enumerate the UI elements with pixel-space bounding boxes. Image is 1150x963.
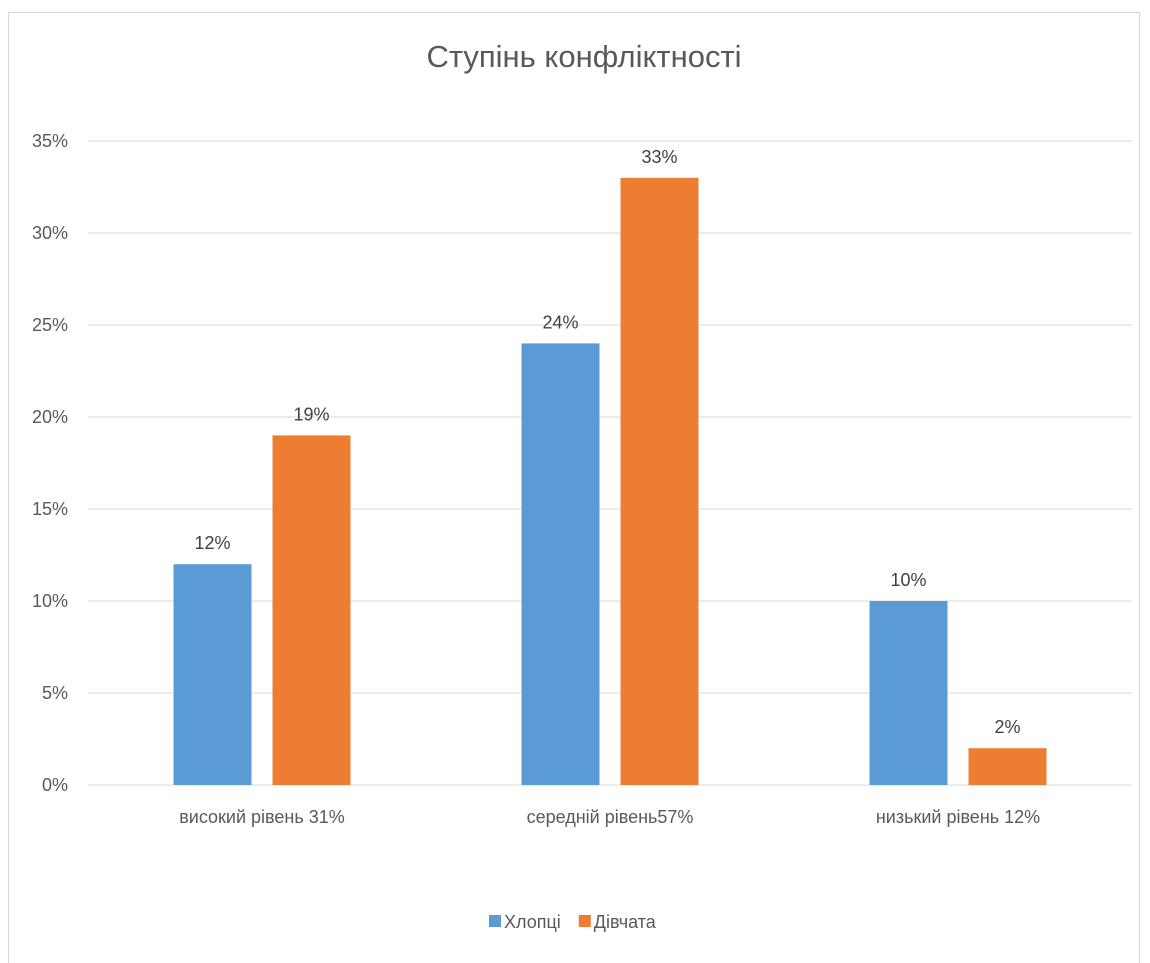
y-tick-label: 10% (32, 591, 68, 611)
bar (620, 177, 699, 786)
bar (869, 601, 948, 785)
y-tick-label: 25% (32, 315, 68, 335)
bar (272, 435, 351, 785)
legend: Хлопці Дівчата (489, 912, 657, 932)
legend-label: Хлопці (504, 912, 561, 932)
bar (521, 343, 600, 785)
y-tick-label: 30% (32, 223, 68, 243)
legend-swatch (489, 915, 501, 927)
data-label: 33% (641, 147, 677, 167)
x-category-label: високий рівень 31% (179, 807, 345, 827)
gridlines (88, 140, 1132, 786)
legend-label: Дівчата (594, 912, 657, 932)
x-category-label: середній рівень57% (527, 807, 694, 827)
data-labels: 12% 19% 24% 33% 10% 2% (194, 147, 1020, 737)
y-tick-label: 20% (32, 407, 68, 427)
y-axis-tick-labels: 0% 5% 10% 15% 20% 25% 30% 35% (32, 131, 68, 795)
bar (968, 748, 1047, 785)
legend-swatch (578, 915, 591, 927)
chart-title: Ступінь конфліктності (426, 39, 741, 74)
data-label: 10% (890, 570, 926, 590)
data-label: 19% (293, 404, 329, 424)
y-tick-label: 35% (32, 131, 68, 151)
bar (173, 564, 252, 785)
x-axis-category-labels: високий рівень 31% середній рівень57% низь… (179, 807, 1040, 827)
x-category-label: низький рівень 12% (876, 807, 1040, 827)
data-label: 2% (994, 717, 1020, 737)
data-label: 12% (194, 533, 230, 553)
y-tick-label: 0% (42, 775, 68, 795)
data-label: 24% (542, 312, 578, 332)
y-tick-label: 5% (42, 683, 68, 703)
y-tick-label: 15% (32, 499, 68, 519)
bars (173, 177, 1047, 786)
